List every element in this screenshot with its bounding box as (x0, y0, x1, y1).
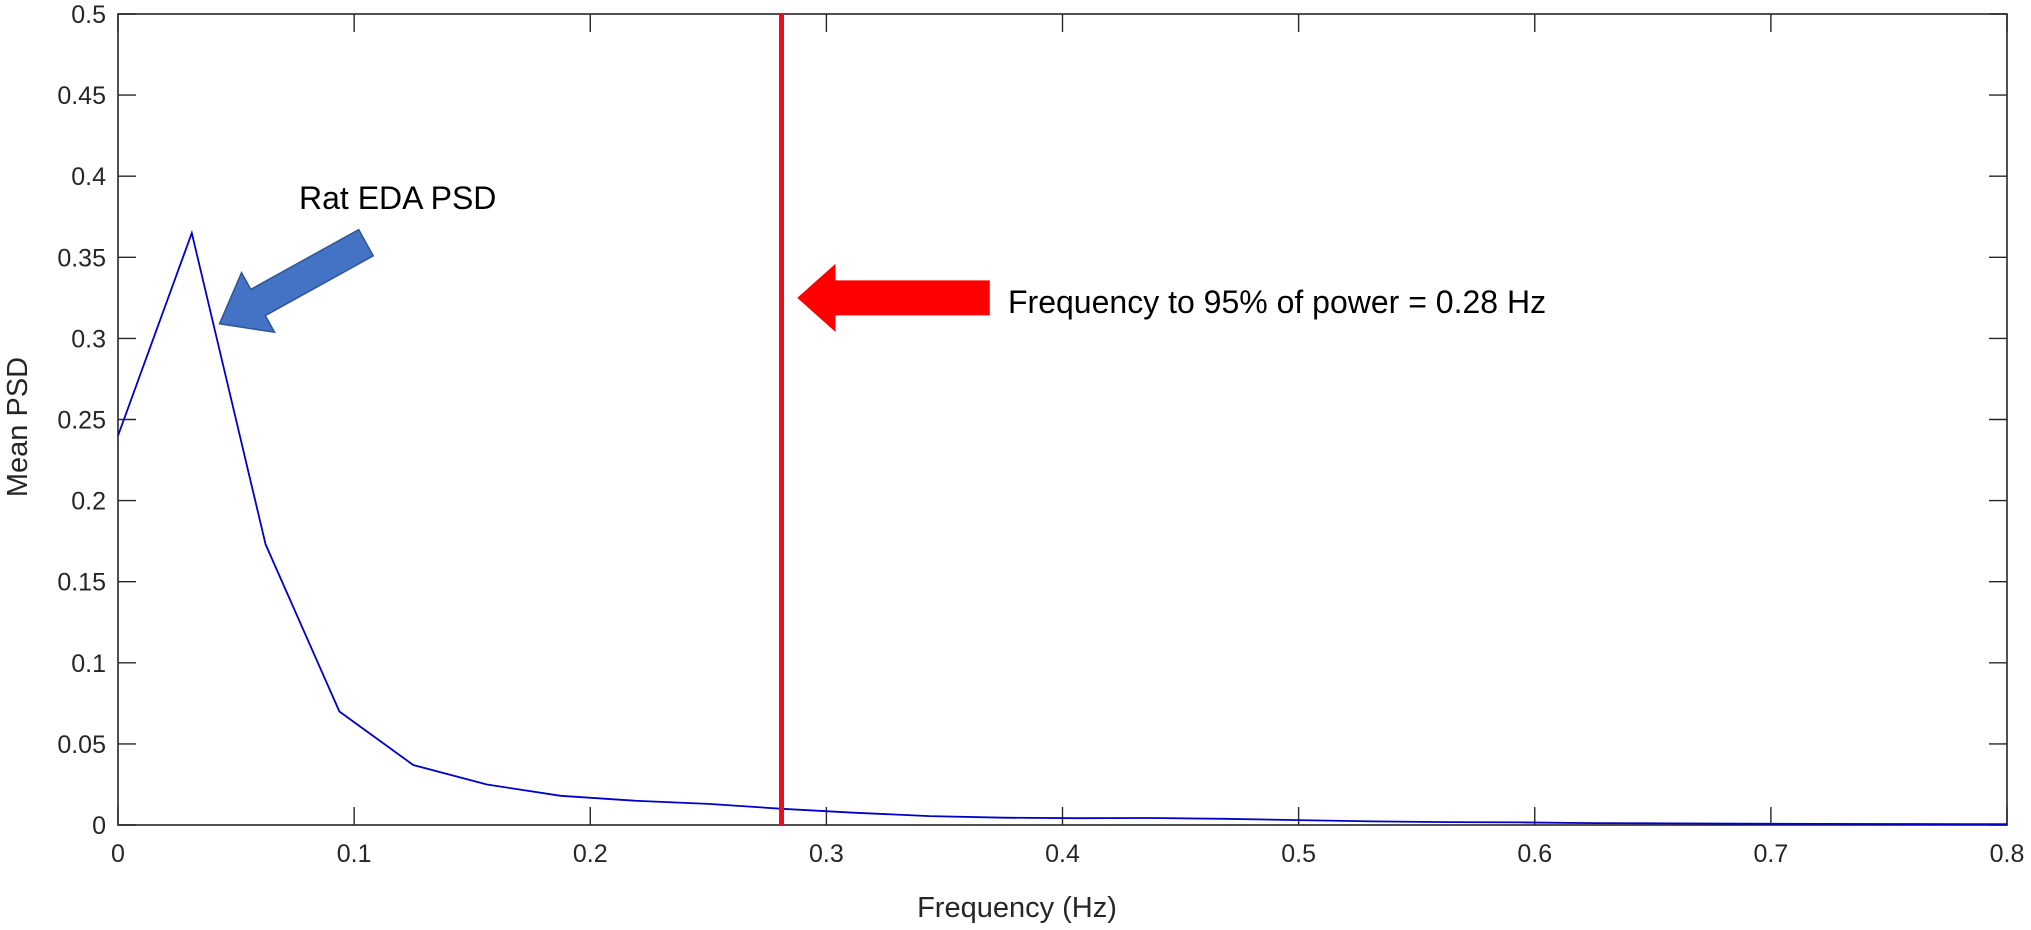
y-tick-label: 0.05 (57, 731, 106, 759)
x-tick-label: 0.7 (1753, 840, 1788, 868)
y-tick-label: 0.35 (57, 244, 106, 272)
y-tick-label: 0.45 (57, 82, 106, 110)
y-tick-label: 0.2 (71, 488, 106, 516)
x-tick-label: 0.3 (809, 840, 844, 868)
psd-annotation-arrow (218, 228, 375, 334)
y-tick-label: 0.25 (57, 407, 106, 435)
y-tick-label: 0.5 (71, 1, 106, 29)
x-tick-label: 0.6 (1517, 840, 1552, 868)
frequency-annotation-arrow (797, 263, 990, 333)
x-tick-label: 0.4 (1045, 840, 1080, 868)
x-tick-label: 0.2 (573, 840, 608, 868)
x-axis-title: Frequency (Hz) (917, 892, 1117, 924)
x-tick-label: 0.1 (337, 840, 372, 868)
y-axis-title: Mean PSD (2, 357, 34, 497)
annotation-layer (218, 228, 990, 334)
annotation-label-frequency: Frequency to 95% of power = 0.28 Hz (1008, 284, 1546, 320)
series-layer (117, 229, 2007, 826)
x-tick-label: 0 (111, 840, 125, 868)
psd-series-line (117, 229, 2007, 826)
annotation-label-psd: Rat EDA PSD (299, 180, 496, 216)
y-tick-label: 0.15 (57, 569, 106, 597)
y-tick-label: 0.3 (71, 325, 106, 353)
y-tick-label: 0 (92, 812, 106, 840)
x-axis: 0 0.1 0.2 0.3 0.4 0.5 0.6 0.7 0.8 (111, 14, 2024, 868)
plot-area (117, 13, 2008, 826)
y-axis: 0 0.05 0.1 0.15 0.2 0.25 0.3 0.35 0.4 0.45 0.5 (57, 1, 2007, 840)
y-tick-label: 0.1 (71, 650, 106, 678)
x-tick-label: 0.5 (1281, 840, 1316, 868)
y-tick-label: 0.4 (71, 163, 106, 191)
x-tick-label: 0.8 (1990, 840, 2025, 868)
plot-frame (117, 13, 2008, 826)
